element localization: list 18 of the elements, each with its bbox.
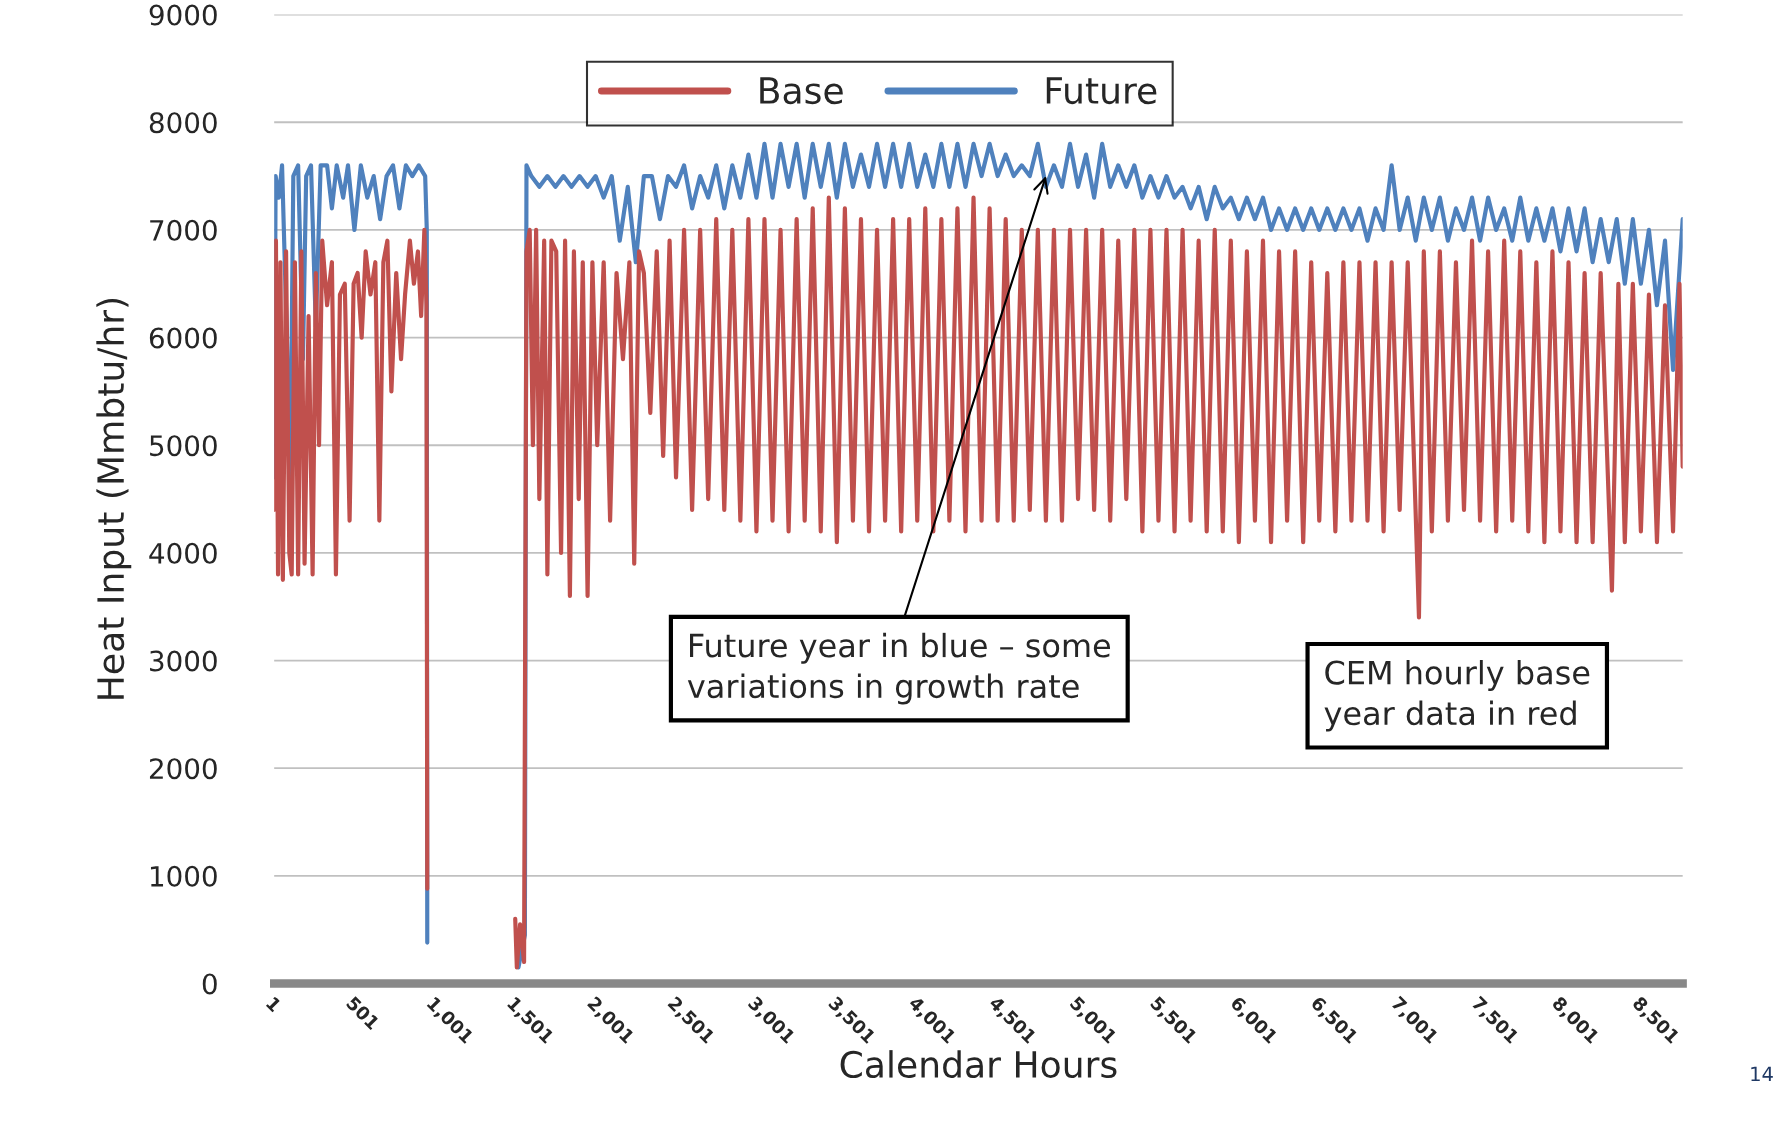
y-tick-label: 5000	[150, 435, 217, 457]
y-axis-title: Heat Input (Mmbtu/hr)	[96, 298, 132, 699]
y-tick-label: 1000	[150, 865, 217, 887]
x-axis-title: Calendar Hours	[840, 1050, 1117, 1079]
legend-label: Future	[1046, 77, 1157, 105]
y-tick-label: 6000	[149, 327, 217, 349]
legend-label: Base	[760, 77, 843, 105]
y-tick-label: 8000	[149, 112, 217, 134]
y-tick-label: 2000	[149, 758, 217, 780]
y-tick-label: 4000	[149, 542, 217, 564]
y-tick-label: 7000	[150, 219, 217, 241]
y-tick-label: 0	[202, 973, 217, 995]
x-tick-label: 1	[265, 996, 282, 1013]
y-tick-label: 3000	[150, 650, 217, 672]
text: 14	[1751, 1066, 1773, 1082]
annotation: CEM hourly base year data in red	[1324, 659, 1590, 732]
annotation: Future year in blue – some variations in growth rate	[687, 632, 1111, 705]
y-tick-label: 9000	[149, 4, 217, 26]
